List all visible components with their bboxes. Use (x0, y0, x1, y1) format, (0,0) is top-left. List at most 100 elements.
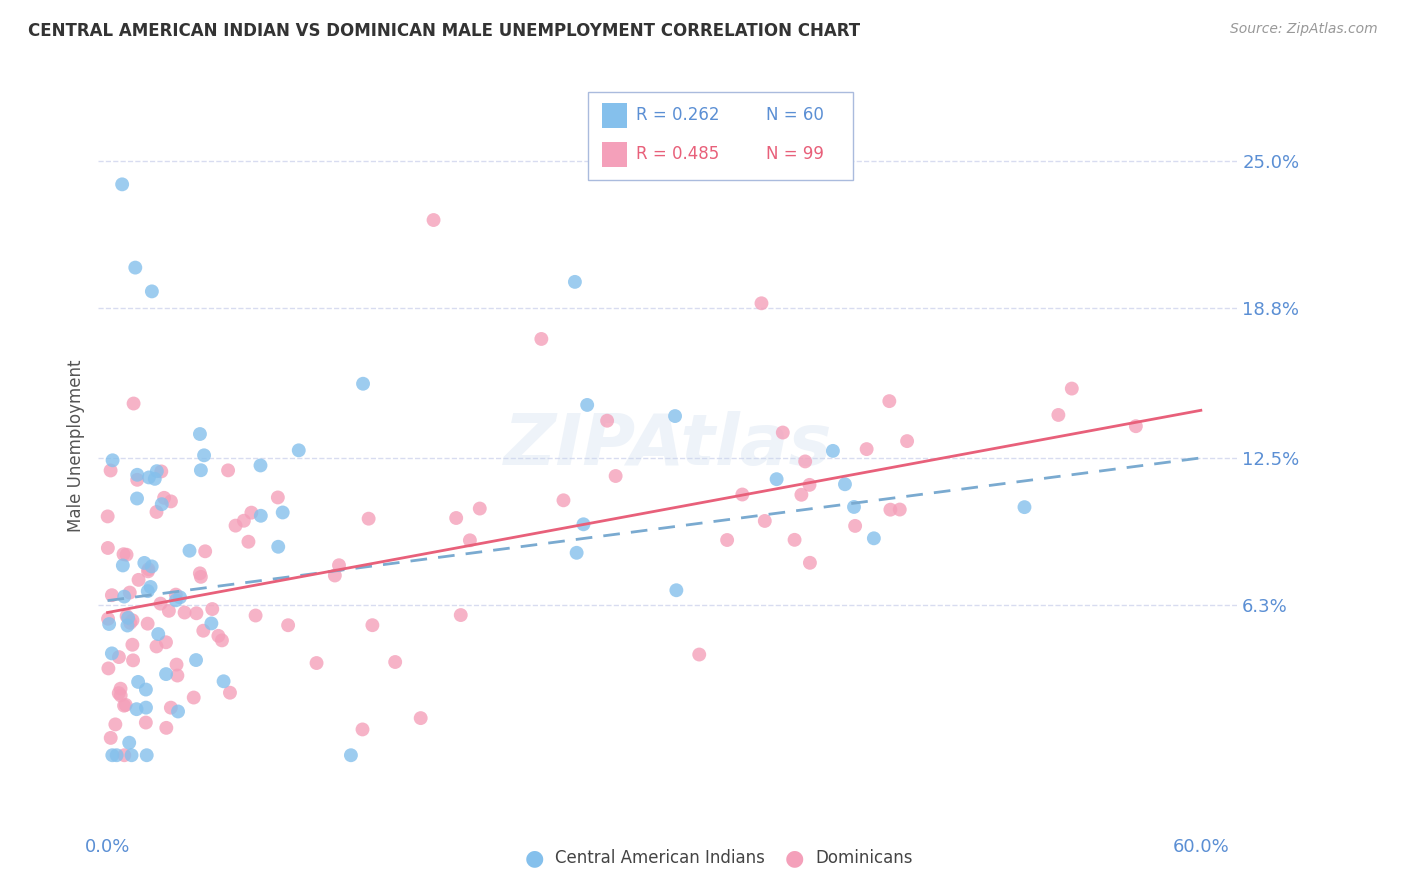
Point (468, 501, 491, 516)
Point (135, 748, 157, 763)
Point (834, 477, 856, 491)
Point (194, 544, 217, 558)
Point (799, 556, 821, 570)
Point (605, 469, 627, 483)
Point (118, 736, 141, 750)
Point (772, 425, 794, 440)
Point (108, 650, 131, 665)
Point (169, 591, 191, 605)
Point (183, 690, 205, 705)
Point (125, 702, 148, 716)
Text: N = 99: N = 99 (766, 145, 824, 163)
Point (716, 533, 738, 547)
Point (564, 275, 586, 289)
Point (277, 618, 299, 632)
Point (245, 608, 267, 623)
Point (141, 285, 163, 299)
Point (104, 717, 127, 731)
Point (576, 398, 599, 412)
Point (783, 533, 806, 547)
Point (217, 463, 239, 477)
Point (188, 566, 211, 581)
Point (107, 686, 129, 700)
Text: Source: ZipAtlas.com: Source: ZipAtlas.com (1230, 22, 1378, 37)
Point (879, 394, 901, 409)
Point (1014, 500, 1036, 515)
Point (794, 454, 817, 468)
Point (160, 494, 183, 508)
Text: Dominicans: Dominicans (815, 849, 912, 867)
Point (136, 565, 159, 579)
Point (799, 478, 821, 492)
Point (111, 178, 134, 192)
Point (422, 213, 444, 227)
Point (855, 442, 877, 456)
Point (225, 518, 247, 533)
Point (101, 453, 124, 467)
Text: R = 0.485: R = 0.485 (636, 145, 718, 163)
Point (135, 700, 157, 714)
Point (186, 607, 208, 621)
Point (166, 668, 188, 682)
Point (138, 562, 160, 576)
Point (120, 615, 142, 630)
Point (150, 497, 173, 511)
Point (790, 488, 813, 502)
Point (117, 611, 139, 625)
Point (352, 723, 374, 737)
Point (267, 540, 290, 554)
Point (1125, 419, 1147, 434)
Point (340, 748, 363, 763)
Text: R = 0.262: R = 0.262 (636, 106, 718, 124)
Point (101, 647, 124, 661)
Point (751, 296, 773, 310)
Point (754, 514, 776, 528)
Point (352, 376, 374, 391)
Point (553, 493, 575, 508)
Point (173, 606, 195, 620)
Text: N = 60: N = 60 (766, 106, 824, 124)
Point (458, 533, 481, 548)
Point (155, 635, 177, 649)
Point (127, 674, 149, 689)
Point (134, 556, 156, 570)
Point (731, 487, 754, 501)
Point (219, 686, 242, 700)
Point (100, 731, 122, 745)
Point (110, 681, 132, 696)
Point (127, 467, 149, 482)
Point (267, 491, 290, 505)
Point (207, 629, 229, 643)
Point (179, 543, 201, 558)
Point (664, 409, 686, 423)
Point (124, 260, 146, 275)
Point (100, 463, 122, 477)
Point (193, 624, 215, 638)
Point (128, 573, 150, 587)
Point (821, 443, 844, 458)
Point (896, 434, 918, 449)
Point (200, 616, 222, 631)
Point (150, 464, 173, 478)
Point (842, 500, 865, 514)
Point (122, 396, 145, 410)
Point (879, 502, 901, 516)
Point (127, 473, 149, 487)
Point (530, 332, 553, 346)
Point (249, 458, 271, 473)
Point (201, 602, 224, 616)
Point (323, 568, 346, 582)
Point (193, 448, 215, 462)
Point (190, 463, 212, 477)
Text: CENTRAL AMERICAN INDIAN VS DOMINICAN MALE UNEMPLOYMENT CORRELATION CHART: CENTRAL AMERICAN INDIAN VS DOMINICAN MAL… (28, 22, 860, 40)
Text: ZIPAtlas: ZIPAtlas (503, 411, 832, 481)
Point (97, 541, 120, 555)
Point (665, 583, 688, 598)
Text: ●: ● (785, 848, 804, 868)
Point (115, 609, 138, 624)
Point (145, 640, 167, 654)
Point (188, 427, 211, 442)
Point (135, 682, 157, 697)
Point (117, 618, 139, 632)
Point (361, 618, 384, 632)
